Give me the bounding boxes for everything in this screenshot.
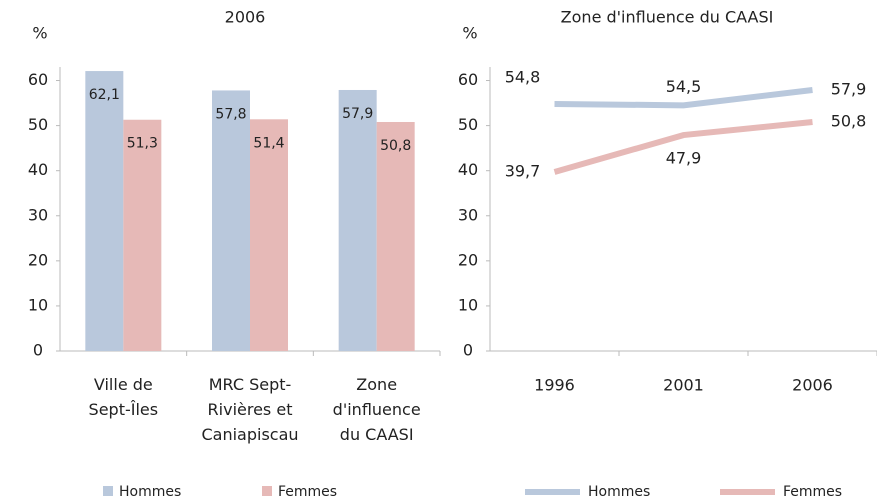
legend-swatch <box>103 486 113 496</box>
y-tick-label: 60 <box>28 70 48 89</box>
x-tick-line: d'influence <box>333 400 421 419</box>
data-label: 54,5 <box>666 77 702 96</box>
y-tick-label: 10 <box>28 295 48 314</box>
x-tick-line: Rivières et <box>208 400 293 419</box>
line <box>553 119 813 175</box>
y-tick-label: 50 <box>458 115 478 134</box>
y-tick-label: 20 <box>458 250 478 269</box>
data-label: 47,9 <box>666 149 702 168</box>
legend-label: Femmes <box>278 484 337 499</box>
legend-label: Hommes <box>588 484 650 499</box>
y-tick-label: 10 <box>458 295 478 314</box>
line <box>554 87 813 109</box>
y-tick-label: 60 <box>458 70 478 89</box>
x-tick-label: Ville de Sept-Îles <box>89 375 159 419</box>
y-axis-label: % <box>32 24 47 43</box>
y-tick-label: 30 <box>28 205 48 224</box>
x-tick-line: du CAASI <box>340 425 414 444</box>
x-tick-line: Sept-Îles <box>89 400 159 419</box>
data-label: 51,4 <box>253 135 284 151</box>
bar <box>338 89 377 351</box>
y-tick-label: 0 <box>463 341 473 360</box>
data-label: 54,8 <box>505 67 541 86</box>
y-tick-label: 30 <box>458 205 478 224</box>
y-tick-label: 40 <box>28 160 48 179</box>
x-tick-label: 2001 <box>663 376 704 395</box>
data-label: 51,3 <box>127 136 158 152</box>
bar <box>250 119 288 352</box>
x-tick-line: Zone <box>356 375 397 394</box>
legend-label: Hommes <box>119 484 181 499</box>
legend-label: Femmes <box>783 484 842 499</box>
y-tick-label: 20 <box>28 250 48 269</box>
y-tick-label: 40 <box>458 160 478 179</box>
x-tick-label: 1996 <box>534 376 575 395</box>
legend-swatch <box>262 486 272 496</box>
data-label: 57,8 <box>215 106 246 122</box>
x-tick-line: MRC Sept- <box>209 375 292 394</box>
chart-title: 2006 <box>225 8 266 27</box>
x-tick-label: 2006 <box>792 376 833 395</box>
x-tick-label: Zone d'influence du CAASI <box>333 375 421 444</box>
data-label: 50,8 <box>380 138 411 154</box>
data-label: 62,1 <box>89 87 120 103</box>
x-tick-label: MRC Sept- Rivières et Caniapiscau <box>201 375 298 444</box>
y-axis-label: % <box>462 24 477 43</box>
bar <box>123 119 162 351</box>
data-label: 39,7 <box>505 162 541 181</box>
x-tick-line: Ville de <box>94 375 153 394</box>
bar <box>376 121 415 351</box>
bar <box>212 90 250 351</box>
chart-title: Zone d'influence du CAASI <box>561 8 774 27</box>
y-tick-label: 0 <box>33 341 43 360</box>
x-tick-line: Caniapiscau <box>201 425 298 444</box>
bar <box>85 71 124 352</box>
data-label: 57,9 <box>342 106 373 122</box>
y-tick-label: 50 <box>28 115 48 134</box>
data-label: 50,8 <box>831 111 867 130</box>
data-label: 57,9 <box>831 79 867 98</box>
